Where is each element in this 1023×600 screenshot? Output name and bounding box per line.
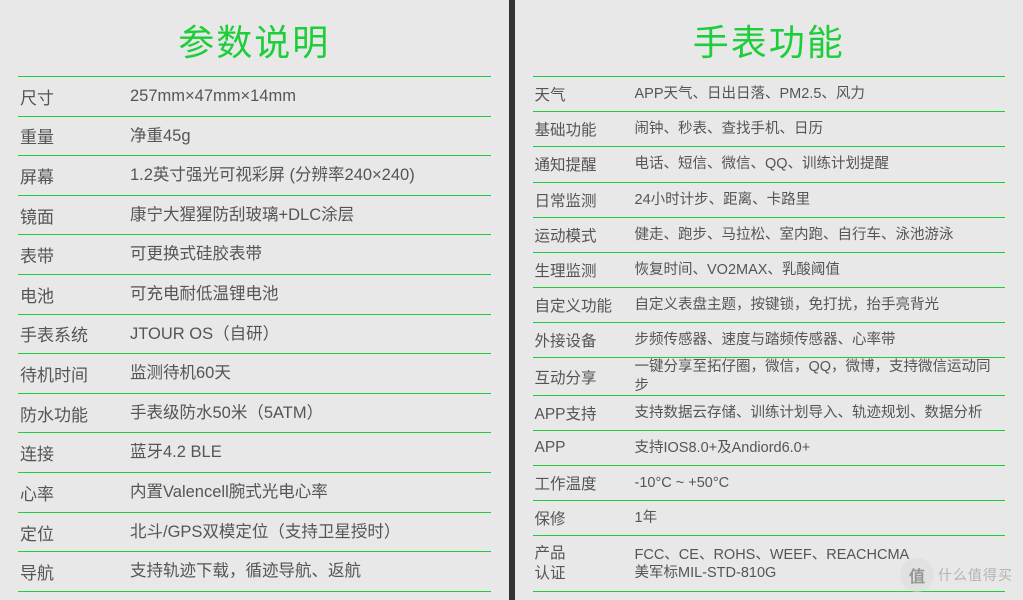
specs-panel: 参数说明 尺寸257mm×47mm×14mm重量净重45g屏幕1.2英寸强光可视… [0, 0, 509, 600]
row-value: 步频传感器、速度与踏频传感器、心率带 [633, 331, 1006, 349]
row-label: 外接设备 [533, 329, 633, 351]
table-row: 自定义功能自定义表盘主题，按键锁，免打扰，抬手亮背光 [533, 288, 1006, 323]
row-value: 257mm×47mm×14mm [128, 86, 491, 107]
row-label: 心率 [18, 480, 128, 505]
row-value: 可更换式硅胶表带 [128, 244, 491, 265]
row-label: 电池 [18, 282, 128, 307]
row-value: 手表级防水50米（5ATM） [128, 403, 491, 424]
table-row: 心率内置Valencell腕式光电心率 [18, 473, 491, 513]
row-label: 自定义功能 [533, 294, 633, 316]
table-row: 外接设备步频传感器、速度与踏频传感器、心率带 [533, 323, 1006, 358]
row-value: 健走、跑步、马拉松、室内跑、自行车、泳池游泳 [633, 226, 1006, 244]
row-value: 支持数据云存储、训练计划导入、轨迹规划、数据分析 [633, 404, 1006, 422]
row-value: 支持轨迹下载，循迹导航、返航 [128, 561, 491, 582]
row-value: 内置Valencell腕式光电心率 [128, 482, 491, 503]
table-row: APP支持支持数据云存储、训练计划导入、轨迹规划、数据分析 [533, 396, 1006, 431]
row-label: 运动模式 [533, 224, 633, 246]
table-row: 屏幕1.2英寸强光可视彩屏 (分辨率240×240) [18, 156, 491, 196]
table-row: 导航支持轨迹下载，循迹导航、返航 [18, 552, 491, 592]
row-label: APP [533, 439, 633, 457]
features-table: 天气APP天气、日出日落、PM2.5、风力基础功能闹钟、秒表、查找手机、日历通知… [515, 76, 1023, 600]
row-value: -10°C ~ +50°C [633, 474, 1006, 492]
row-label: APP支持 [533, 402, 633, 424]
table-row: APP支持IOS8.0+及Andiord6.0+ [533, 431, 1006, 466]
table-row: 重量净重45g [18, 117, 491, 157]
table-row: 天气APP天气、日出日落、PM2.5、风力 [533, 76, 1006, 112]
table-row: 保修1年 [533, 501, 1006, 536]
row-value: 康宁大猩猩防刮玻璃+DLC涂层 [128, 205, 491, 226]
row-value: 1年 [633, 509, 1006, 527]
row-label: 天气 [533, 83, 633, 105]
row-label: 重量 [18, 123, 128, 148]
table-row: 互动分享一键分享至拓仔圈，微信，QQ，微博，支持微信运动同步 [533, 358, 1006, 395]
table-row: 工作温度-10°C ~ +50°C [533, 466, 1006, 501]
features-panel: 手表功能 天气APP天气、日出日落、PM2.5、风力基础功能闹钟、秒表、查找手机… [515, 0, 1023, 600]
row-value: 24小时计步、距离、卡路里 [633, 191, 1006, 209]
row-label: 通知提醒 [533, 153, 633, 175]
row-value: FCC、CE、ROHS、WEEF、REACHCMA 美军标MIL-STD-810… [633, 546, 1006, 582]
row-label: 导航 [18, 559, 128, 584]
table-row: 尺寸257mm×47mm×14mm [18, 76, 491, 117]
row-label: 连接 [18, 440, 128, 465]
table-row: 电池可充电耐低温锂电池 [18, 275, 491, 315]
row-label: 手表系统 [18, 321, 128, 346]
row-label: 基础功能 [533, 118, 633, 140]
row-value: 净重45g [128, 126, 491, 147]
table-row: 日常监测24小时计步、距离、卡路里 [533, 183, 1006, 218]
row-label: 屏幕 [18, 163, 128, 188]
row-value: JTOUR OS（自研） [128, 324, 491, 345]
row-label: 表带 [18, 242, 128, 267]
table-row: 运动模式健走、跑步、马拉松、室内跑、自行车、泳池游泳 [533, 218, 1006, 253]
features-title: 手表功能 [515, 0, 1023, 76]
row-value: 1.2英寸强光可视彩屏 (分辨率240×240) [128, 165, 491, 186]
row-label: 定位 [18, 520, 128, 545]
table-row: 连接蓝牙4.2 BLE [18, 433, 491, 473]
row-label: 镜面 [18, 203, 128, 228]
table-row: 表带可更换式硅胶表带 [18, 235, 491, 275]
row-value: 支持IOS8.0+及Andiord6.0+ [633, 439, 1006, 457]
row-label: 防水功能 [18, 401, 128, 426]
row-value: 北斗/GPS双模定位（支持卫星授时） [128, 522, 491, 543]
row-value: 一键分享至拓仔圈，微信，QQ，微博，支持微信运动同步 [633, 358, 1006, 394]
table-row: 生理监测恢复时间、VO2MAX、乳酸阈值 [533, 253, 1006, 288]
specs-table: 尺寸257mm×47mm×14mm重量净重45g屏幕1.2英寸强光可视彩屏 (分… [0, 76, 509, 600]
row-label: 保修 [533, 507, 633, 529]
table-row: 基础功能闹钟、秒表、查找手机、日历 [533, 112, 1006, 147]
row-value: 恢复时间、VO2MAX、乳酸阈值 [633, 261, 1006, 279]
row-label: 待机时间 [18, 361, 128, 386]
row-label: 生理监测 [533, 259, 633, 281]
specs-title: 参数说明 [0, 0, 509, 76]
row-label: 互动分享 [533, 366, 633, 388]
row-value: 蓝牙4.2 BLE [128, 442, 491, 463]
row-value: 监测待机60天 [128, 363, 491, 384]
row-label: 产品 认证 [533, 544, 633, 584]
table-row: 待机时间监测待机60天 [18, 354, 491, 394]
table-row: 通知提醒电话、短信、微信、QQ、训练计划提醒 [533, 147, 1006, 182]
row-label: 日常监测 [533, 189, 633, 211]
row-value: 闹钟、秒表、查找手机、日历 [633, 120, 1006, 138]
row-label: 工作温度 [533, 472, 633, 494]
table-row: 镜面康宁大猩猩防刮玻璃+DLC涂层 [18, 196, 491, 236]
row-value: APP天气、日出日落、PM2.5、风力 [633, 85, 1006, 103]
row-value: 自定义表盘主题，按键锁，免打扰，抬手亮背光 [633, 296, 1006, 314]
table-row: 手表系统JTOUR OS（自研） [18, 315, 491, 355]
table-row: 定位北斗/GPS双模定位（支持卫星授时） [18, 513, 491, 553]
row-value: 电话、短信、微信、QQ、训练计划提醒 [633, 155, 1006, 173]
row-label: 尺寸 [18, 84, 128, 109]
row-value: 可充电耐低温锂电池 [128, 284, 491, 305]
table-row: 产品 认证FCC、CE、ROHS、WEEF、REACHCMA 美军标MIL-ST… [533, 536, 1006, 592]
table-row: 防水功能手表级防水50米（5ATM） [18, 394, 491, 434]
